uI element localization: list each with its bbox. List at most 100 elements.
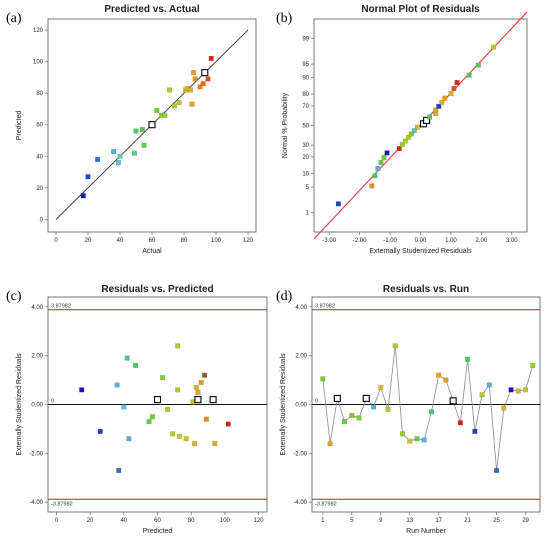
data-point — [97, 428, 103, 434]
x-tick-label: 100 — [220, 518, 231, 524]
y-tick-label: 0.00 — [31, 403, 43, 409]
x-tick-label: 60 — [149, 238, 156, 244]
panel-label: (d) — [276, 289, 293, 304]
x-tick-label: 17 — [435, 518, 442, 524]
y-tick-label: 50 — [302, 124, 309, 130]
data-point — [369, 183, 375, 189]
panel-label: (c) — [6, 289, 22, 304]
data-point — [176, 433, 182, 439]
data-point — [436, 103, 442, 109]
x-tick-label: 29 — [522, 518, 529, 524]
data-point — [131, 150, 137, 156]
data-point — [508, 387, 514, 393]
data-point — [428, 409, 434, 415]
y-tick-label: -4.00 — [293, 500, 307, 506]
y-tick-label: 4.00 — [31, 305, 43, 311]
y-tick-label: 90 — [302, 76, 309, 82]
data-point — [371, 404, 377, 410]
x-tick-label: 40 — [117, 238, 124, 244]
x-tick-label: 120 — [254, 518, 265, 524]
data-point — [451, 85, 457, 91]
data-point — [466, 72, 472, 78]
data-point — [362, 394, 370, 402]
panel-1: (a) Predicted vs. Actual 0 20 40 60 80 100 120 0 2… — [6, 4, 257, 255]
data-point — [465, 356, 471, 362]
y-tick-label: 0 — [40, 217, 44, 223]
data-point — [396, 146, 402, 152]
data-point — [117, 153, 123, 159]
data-point — [212, 441, 218, 447]
data-point — [407, 438, 413, 444]
x-tick-label: 40 — [120, 518, 127, 524]
x-axis-label: Predicted — [143, 528, 173, 535]
x-tick-label: 13 — [406, 518, 413, 524]
data-point — [153, 396, 162, 404]
data-point — [342, 419, 348, 425]
data-point — [439, 99, 445, 105]
data-point — [202, 372, 208, 378]
data-point — [167, 87, 173, 93]
data-point — [225, 421, 231, 427]
data-point — [175, 387, 181, 393]
x-tick-label: -1.00 — [383, 238, 397, 244]
data-point — [192, 441, 198, 447]
data-point — [195, 389, 201, 395]
data-point — [191, 70, 197, 76]
data-point — [160, 375, 166, 381]
data-point — [189, 101, 195, 107]
x-axis-label: Run Number — [406, 528, 446, 535]
limit-line-label: -3.87982 — [315, 501, 337, 507]
data-point — [494, 467, 500, 473]
data-point — [327, 441, 333, 447]
data-point — [491, 44, 497, 50]
y-tick-label: -2.00 — [29, 451, 43, 457]
y-tick-label: 10 — [302, 171, 309, 177]
data-point — [114, 382, 120, 388]
data-point — [79, 387, 85, 393]
panel-3: (c) Residuals vs. Predicted 0 20 40 60 80 100 12… — [6, 284, 268, 535]
data-point — [162, 112, 168, 118]
data-point — [448, 91, 454, 97]
zero-line-label: 0 — [315, 399, 318, 405]
panel-label: (b) — [276, 11, 293, 26]
data-point — [443, 377, 449, 383]
data-point — [95, 156, 101, 162]
x-tick-label: -3.00 — [322, 238, 336, 244]
data-point — [414, 124, 420, 130]
data-point — [116, 467, 122, 473]
data-point — [194, 396, 202, 404]
y-axis-label: Externally Studentized Residuals — [280, 353, 287, 456]
data-point — [486, 382, 492, 388]
y-axis-label: Predicted — [16, 111, 23, 141]
data-point — [333, 394, 341, 402]
x-tick-label: 1 — [321, 518, 325, 524]
chart-title: Residuals vs. Predicted — [101, 284, 213, 295]
y-tick-label: 60 — [36, 123, 43, 129]
data-point — [408, 131, 414, 137]
data-point — [378, 384, 384, 390]
data-point — [523, 387, 529, 393]
y-tick-label: 95 — [302, 62, 309, 68]
x-axis-label: Actual — [142, 248, 162, 255]
panel-label: (a) — [6, 11, 22, 26]
data-point — [115, 160, 121, 166]
x-tick-label: 2.00 — [476, 238, 488, 244]
y-tick-label: 80 — [302, 92, 309, 98]
chart-title: Predicted vs. Actual — [104, 4, 199, 15]
data-point — [139, 126, 145, 132]
data-point — [197, 84, 203, 90]
data-point — [148, 121, 156, 129]
data-point — [146, 419, 152, 425]
data-point — [423, 116, 431, 124]
data-point — [208, 55, 214, 61]
x-tick-label: 1.00 — [445, 238, 457, 244]
data-point — [335, 201, 341, 207]
data-point — [378, 160, 384, 166]
data-point — [385, 406, 391, 412]
x-tick-label: 0 — [54, 238, 58, 244]
data-point — [203, 416, 209, 422]
data-point — [170, 431, 176, 437]
data-point — [175, 343, 181, 349]
limit-line-label: 3.87982 — [51, 304, 71, 310]
data-point — [384, 150, 390, 156]
